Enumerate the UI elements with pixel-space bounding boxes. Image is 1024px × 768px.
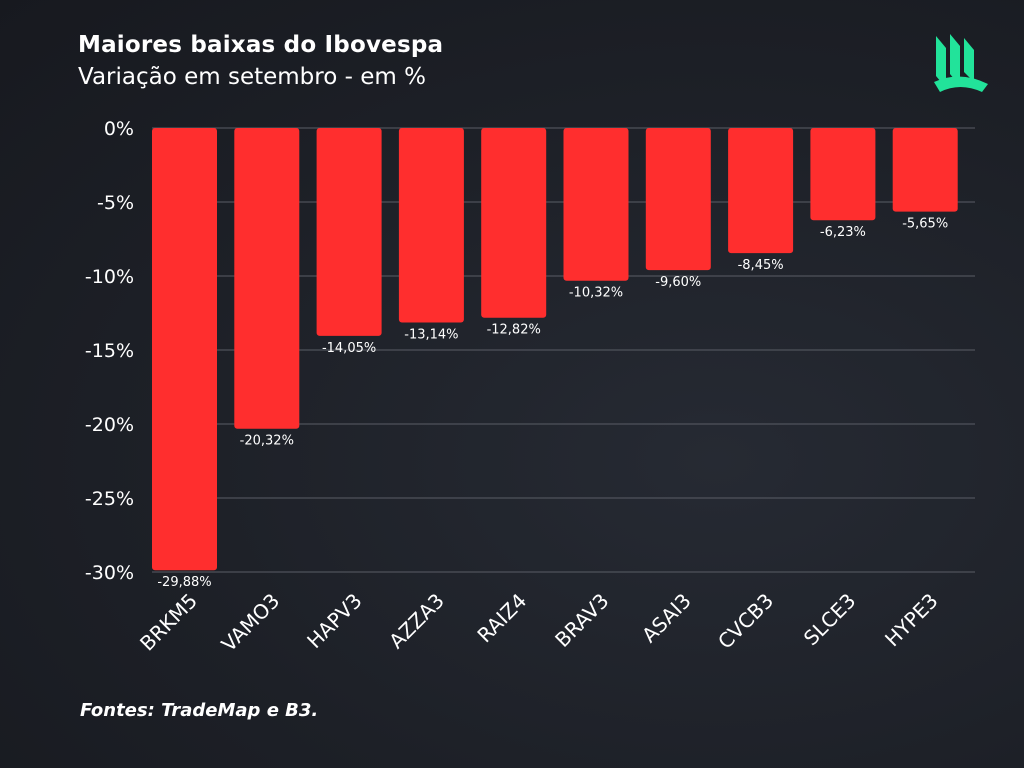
- x-tick-label-brav3: BRAV3: [550, 589, 613, 652]
- book-pages-logo-icon: [934, 34, 988, 92]
- data-label-asai3: -9,60%: [655, 275, 701, 290]
- bar-azza3: [398, 128, 464, 323]
- x-tick-label-cvcb3: CVCB3: [713, 589, 778, 654]
- data-label-hapv3: -14,05%: [322, 341, 376, 356]
- bar-vamo3: [234, 128, 300, 429]
- y-axis-ticks: 0% -5% -10% -15% -20% -25% -30%: [85, 118, 134, 584]
- data-label-brkm5: -29,88%: [157, 575, 211, 590]
- bar-brav3: [563, 128, 629, 281]
- chart-title: Maiores baixas do Ibovespa: [78, 32, 444, 58]
- data-label-cvcb3: -8,45%: [738, 258, 784, 273]
- x-tick-label-azza3: AZZA3: [384, 589, 449, 654]
- y-tick-label: -30%: [85, 562, 134, 584]
- y-tick-label: 0%: [104, 118, 134, 140]
- data-label-azza3: -13,14%: [404, 328, 458, 343]
- chart-subtitle: Variação em setembro - em %: [78, 64, 426, 90]
- bar-raiz4: [481, 128, 547, 318]
- x-axis-ticks: BRKM5 VAMO3 HAPV3 AZZA3 RAIZ4 BRAV3 ASAI3 CVCB3…: [135, 589, 943, 657]
- source-note: Fontes: TradeMap e B3.: [80, 700, 319, 721]
- x-tick-label-hapv3: HAPV3: [302, 589, 366, 653]
- bar-hype3: [892, 128, 958, 212]
- x-tick-label-slce3: SLCE3: [799, 589, 861, 651]
- bar-hapv3: [316, 128, 382, 336]
- bar-brkm5: [152, 128, 217, 571]
- bars: [152, 128, 958, 571]
- data-label-raiz4: -12,82%: [487, 323, 541, 338]
- data-label-slce3: -6,23%: [820, 225, 866, 240]
- bar-asai3: [645, 128, 711, 271]
- x-tick-label-vamo3: VAMO3: [217, 589, 285, 657]
- data-label-brav3: -10,32%: [569, 286, 623, 301]
- x-tick-label-brkm5: BRKM5: [135, 589, 202, 656]
- data-label-hype3: -5,65%: [902, 217, 948, 232]
- x-tick-label-hype3: HYPE3: [880, 589, 943, 652]
- y-tick-label: -25%: [85, 488, 134, 510]
- y-tick-label: -10%: [85, 266, 134, 288]
- bar-cvcb3: [728, 128, 794, 254]
- x-tick-label-asai3: ASAI3: [637, 589, 696, 648]
- bar-slce3: [810, 128, 876, 221]
- x-tick-label-raiz4: RAIZ4: [472, 589, 531, 648]
- y-tick-label: -20%: [85, 414, 134, 436]
- y-tick-label: -5%: [97, 192, 134, 214]
- y-tick-label: -15%: [85, 340, 134, 362]
- data-label-vamo3: -20,32%: [240, 434, 294, 449]
- data-labels: -29,88% -20,32% -14,05% -13,14% -12,82% -10,3…: [157, 217, 948, 591]
